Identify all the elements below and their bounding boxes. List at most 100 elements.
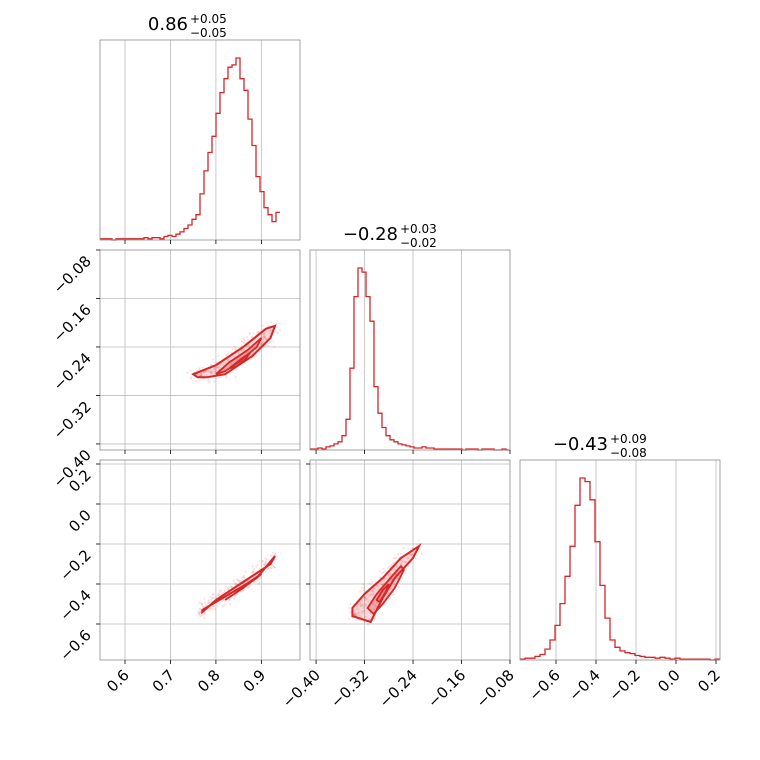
scatter-point (204, 603, 207, 607)
scatter-point (250, 336, 253, 339)
hist-2-title-minus: −0.08 (610, 446, 647, 460)
scatter-point (274, 553, 277, 556)
scatter-point (372, 608, 376, 611)
scatter-point (214, 369, 217, 372)
scatter-point (211, 597, 214, 600)
scatter-point (349, 602, 352, 606)
scatter-point (272, 565, 275, 568)
scatter-point (204, 370, 207, 373)
scatter-point (186, 371, 189, 374)
scatter-point (252, 571, 255, 574)
xtick-label-param-0: 0.8 (194, 666, 224, 696)
scatter-point (252, 569, 255, 572)
scatter-point (359, 590, 362, 593)
scatter-point (269, 340, 272, 344)
scatter-point (373, 604, 376, 607)
scatter-point (275, 322, 278, 325)
scatter-point (240, 576, 243, 579)
scatter-point (258, 582, 261, 585)
scatter-point (377, 585, 380, 588)
scatter-point (250, 335, 253, 338)
scatter-point (245, 335, 249, 338)
scatter-point (364, 597, 367, 600)
scatter-point (387, 592, 390, 595)
scatter-point (209, 607, 212, 611)
scatter-point (233, 597, 236, 601)
scatter-point (248, 331, 251, 335)
scatter-point (261, 335, 264, 338)
scatter-point (265, 338, 268, 341)
scatter-point (210, 370, 213, 374)
pair-0-contour-1 (215, 337, 263, 376)
xtick-label-param-1: −0.32 (327, 666, 372, 711)
scatter-point (380, 583, 384, 586)
scatter-point (364, 615, 367, 619)
scatter-point (273, 345, 276, 348)
scatter-point (210, 363, 213, 366)
scatter-point (223, 603, 226, 606)
scatter-point (265, 559, 268, 563)
scatter-point (407, 556, 410, 560)
scatter-point (372, 589, 375, 592)
scatter-point (272, 566, 275, 569)
scatter-point (235, 593, 238, 596)
scatter-point (224, 374, 227, 377)
scatter-point (201, 366, 204, 369)
scatter-point (228, 585, 231, 588)
scatter-point (243, 349, 246, 352)
scatter-point (252, 571, 255, 574)
scatter-point (218, 591, 221, 594)
scatter-point (200, 602, 203, 605)
ytick-label-param-1: −0.08 (50, 252, 95, 297)
scatter-point (362, 596, 366, 599)
scatter-point (209, 596, 212, 599)
scatter-point (392, 593, 395, 596)
grid-layer (100, 40, 717, 660)
scatter-point (233, 595, 236, 598)
hist-1-title-plus: +0.03 (400, 222, 437, 236)
scatter-point (368, 595, 371, 598)
scatter-point (392, 557, 395, 560)
scatter-point (255, 565, 258, 568)
scatter-point (263, 336, 266, 339)
scatter-point (238, 352, 241, 355)
scatter-point (242, 589, 245, 592)
scatter-point (223, 589, 226, 592)
scatter-point (395, 565, 398, 568)
scatter-point (214, 366, 217, 369)
scatter-point (264, 563, 267, 567)
scatter-point (360, 612, 364, 615)
scatter-point (347, 618, 350, 621)
scatter-point (248, 333, 251, 336)
scatter-point (212, 361, 216, 364)
scatter-point (204, 601, 207, 604)
hist-0-title-minus: −0.05 (190, 26, 227, 40)
scatter-point (198, 608, 201, 611)
frame-layer (96, 39, 721, 664)
scatter-point (249, 583, 252, 587)
scatter-point (198, 613, 201, 616)
scatter-point (275, 330, 278, 333)
scatter-point (389, 572, 392, 576)
scatter-point (200, 614, 203, 617)
scatter-point (234, 375, 237, 379)
scatter-point (381, 567, 385, 570)
scatter-point (269, 330, 272, 333)
scatter-point (364, 603, 367, 606)
scatter-point (226, 588, 229, 591)
scatter-point (217, 594, 220, 597)
scatter-point (216, 605, 219, 608)
scatter-point (259, 342, 262, 345)
scatter-point (369, 582, 372, 585)
scatter-point (390, 578, 393, 581)
scatter-point (226, 587, 229, 590)
scatter-point (232, 579, 235, 582)
scatter-point (370, 593, 373, 596)
scatter-point (220, 589, 223, 592)
scatter-point (362, 589, 365, 592)
scatter-point (267, 567, 270, 570)
scatter-point (189, 377, 193, 380)
scatter-point (236, 579, 240, 582)
scatter-point (244, 570, 247, 573)
scatter-point (240, 349, 243, 352)
